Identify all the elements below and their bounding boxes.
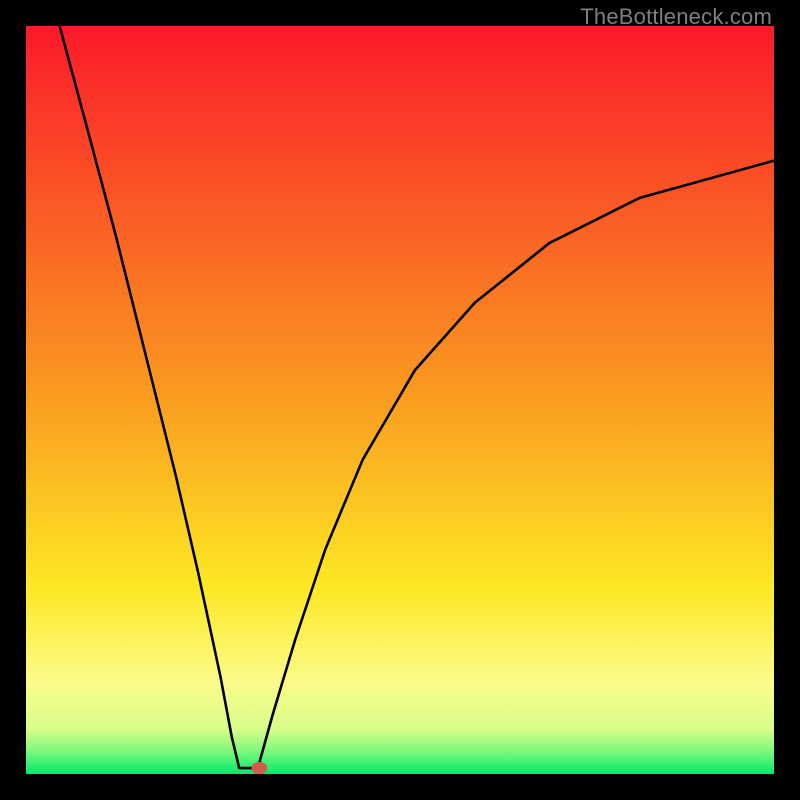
plot-area xyxy=(26,26,774,774)
chart-frame: TheBottleneck.com xyxy=(0,0,800,800)
optimal-marker xyxy=(251,762,267,774)
plot-svg xyxy=(26,26,774,774)
bottleneck-curve xyxy=(60,26,774,768)
